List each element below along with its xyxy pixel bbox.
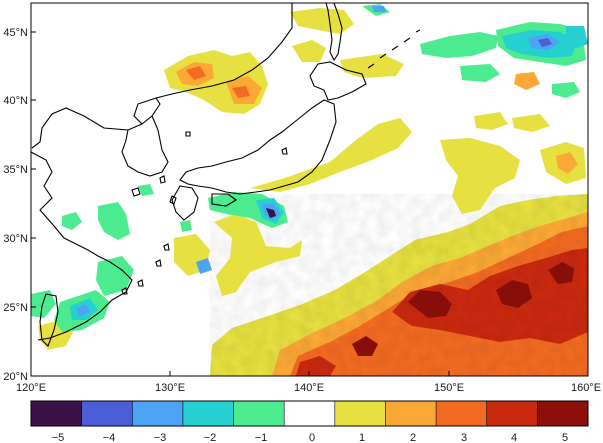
anomaly-patch: [266, 208, 276, 218]
colorbar-tick-label: 3: [461, 432, 467, 443]
lat-label: 30°N: [3, 233, 28, 245]
coastline-taiwan: [39, 293, 59, 347]
lat-label: 25°N: [3, 302, 28, 314]
coastlines: [31, 3, 421, 347]
colorbar-swatch: [436, 401, 488, 426]
anomaly-patch: [474, 112, 508, 130]
anomaly-patch: [250, 118, 412, 192]
colorbar-swatch: [81, 401, 133, 426]
anomaly-patch: [196, 258, 212, 274]
anomaly-patch: [96, 256, 134, 296]
anomaly-patch: [138, 184, 154, 196]
anomaly-patch: [292, 40, 326, 62]
colorbar-tick-label: 0: [309, 432, 315, 443]
coastline-hokkaido: [309, 61, 367, 101]
colorbar-swatch: [31, 401, 83, 426]
colorbar-tick-label: 5: [562, 432, 568, 443]
lat-label: 45°N: [3, 27, 28, 39]
anomaly-field: [31, 4, 588, 376]
colorbar-tick-label: 1: [359, 432, 365, 443]
lon-label: 150°E: [434, 382, 464, 394]
colorbar-swatch: [537, 401, 589, 426]
colorbar-ticks: [81, 401, 538, 426]
coastline-islands: [121, 131, 288, 295]
anomaly-patch: [214, 214, 302, 296]
coastline-sakhalin: [325, 3, 343, 62]
anomaly-patch: [566, 26, 588, 48]
colorbar-tick-label: −1: [255, 432, 268, 443]
lon-label: 130°E: [155, 382, 185, 394]
anomaly-patch: [512, 114, 550, 132]
anomaly-patch: [232, 86, 250, 98]
coastline-shikoku: [211, 193, 237, 207]
coastline-mainland: [31, 3, 293, 341]
anomaly-patch: [31, 290, 56, 318]
anomaly-patch: [180, 220, 192, 232]
colorbar-swatch: [132, 401, 184, 426]
lat-label: 35°N: [3, 164, 28, 176]
colorbar-tick-label: −2: [204, 432, 217, 443]
coastline-kyushu: [171, 185, 199, 221]
colorbar-swatch: [284, 401, 336, 426]
anomaly-patch: [372, 6, 386, 12]
map-plot-area: [30, 2, 589, 377]
lon-label: 120°E: [16, 382, 46, 394]
colorbar-swatches: [31, 401, 589, 426]
anomaly-patch: [62, 212, 82, 230]
anomaly-patch: [514, 72, 540, 90]
anomaly-patch: [552, 82, 580, 98]
colorbar-swatch: [385, 401, 437, 426]
anomaly-patch: [76, 304, 90, 316]
coastline-kurils: [367, 29, 421, 69]
colorbar-tick-label: −5: [52, 432, 65, 443]
lon-label: 160°E: [571, 382, 601, 394]
colorbar-frame: [30, 400, 589, 427]
anomaly-patch: [186, 66, 206, 80]
coastline-korea: [121, 97, 169, 177]
anomaly-patch: [420, 32, 498, 58]
anomaly-patch: [98, 202, 130, 240]
colorbar-tick-label: −4: [103, 432, 116, 443]
lat-label: 20°N: [3, 371, 28, 383]
colorbar-swatch: [233, 401, 285, 426]
colorbar-tick-label: 4: [511, 432, 517, 443]
lat-label: 40°N: [3, 95, 28, 107]
anomaly-patch: [460, 64, 500, 82]
colorbar-swatch: [486, 401, 538, 426]
anomaly-patch: [556, 152, 578, 174]
lat-axis: 45°N 40°N 35°N 30°N 25°N 20°N: [3, 27, 36, 383]
colorbar-tick-label: −3: [154, 432, 167, 443]
colorbar-swatch: [182, 401, 235, 426]
colorbar: −5 −4 −3 −2 −1 0 1 2 3 4 5: [30, 400, 589, 443]
colorbar-swatch: [334, 401, 386, 426]
coastline-honshu: [179, 99, 337, 195]
anomaly-patch: [538, 38, 552, 47]
anomaly-patch: [440, 138, 520, 214]
colorbar-tick-label: 2: [410, 432, 416, 443]
lon-label: 140°E: [294, 382, 324, 394]
lon-axis: 120°E 130°E 140°E 150°E 160°E: [16, 371, 601, 394]
